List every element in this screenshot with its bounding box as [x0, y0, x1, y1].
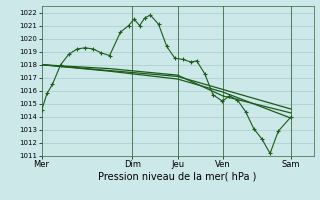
X-axis label: Pression niveau de la mer( hPa ): Pression niveau de la mer( hPa ): [99, 172, 257, 182]
